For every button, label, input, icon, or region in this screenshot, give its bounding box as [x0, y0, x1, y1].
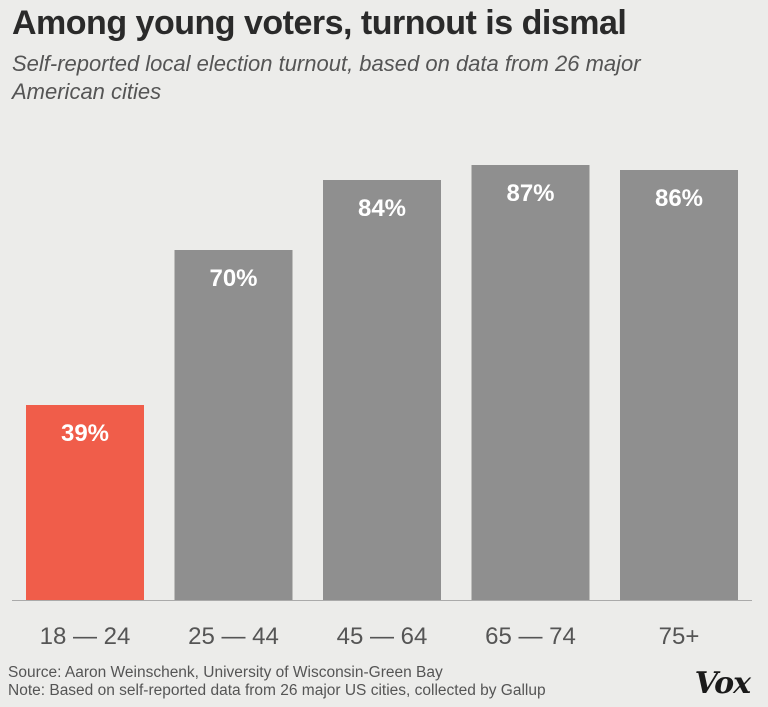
x-tick-label: 75+: [659, 623, 700, 650]
chart-subtitle: Self-reported local election turnout, ba…: [12, 51, 641, 104]
x-tick-label: 65 — 74: [485, 623, 576, 650]
bar-1: [26, 405, 144, 600]
x-tick-label: 45 — 64: [337, 623, 428, 650]
x-tick-label: 18 — 24: [40, 623, 131, 650]
source-note: Source: Aaron Weinschenk, University of …: [8, 664, 443, 681]
x-tick-label: 25 — 44: [188, 623, 279, 650]
chart-footer: Source: Aaron Weinschenk, University of …: [8, 664, 546, 700]
bar-value-label: 84%: [358, 195, 406, 222]
bar-5: [620, 170, 738, 600]
data-note: Note: Based on self-reported data from 2…: [8, 682, 546, 699]
bar-value-label: 86%: [655, 185, 703, 212]
vox-logo: Vox: [694, 666, 751, 701]
bar-2: [174, 250, 293, 600]
bar-3: [323, 180, 441, 600]
bar-value-label: 87%: [506, 180, 554, 207]
bar-value-label: 70%: [209, 265, 257, 292]
bar-value-label: 39%: [61, 420, 109, 447]
chart-title: Among young voters, turnout is dismal: [12, 4, 627, 42]
bar-4: [471, 165, 590, 600]
